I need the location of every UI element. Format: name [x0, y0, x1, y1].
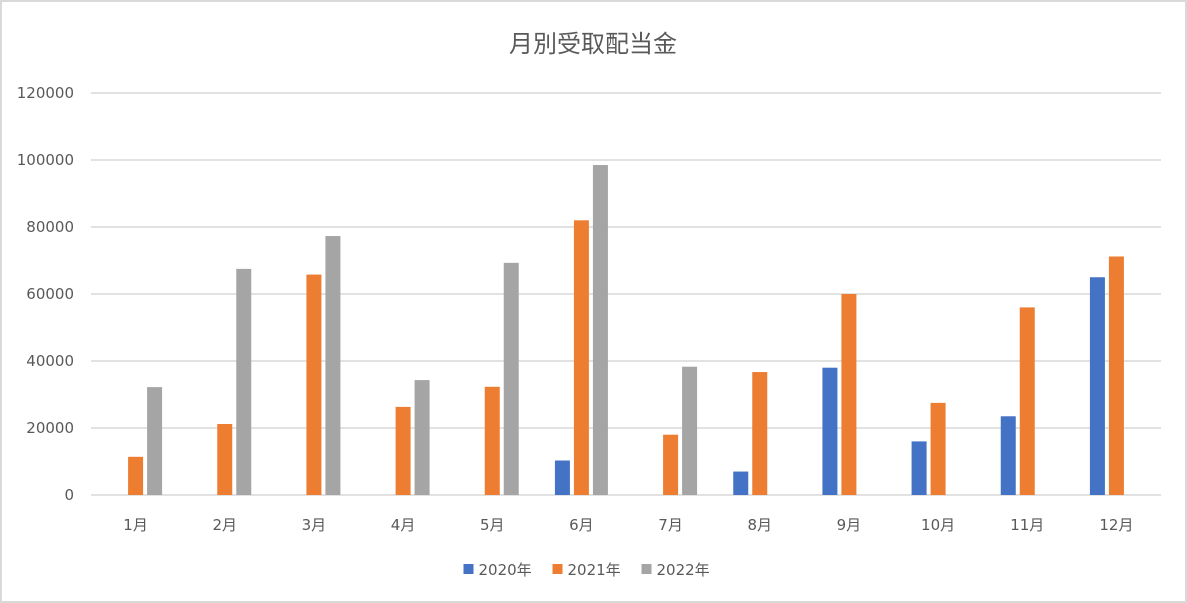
y-tick-label: 20000	[26, 419, 74, 437]
bar-2020年-9月	[822, 367, 838, 495]
legend: 2020年 2021年 2022年	[463, 561, 710, 579]
bars	[128, 165, 1124, 496]
legend-label: 2020年	[479, 561, 532, 579]
legend-label: 2021年	[568, 561, 621, 579]
y-axis-ticks: 0 20000 40000 60000 80000 100000 120000	[17, 84, 74, 504]
bar-2021年-11月	[1019, 307, 1035, 495]
legend-swatch	[463, 564, 474, 574]
bar-2021年-9月	[841, 294, 857, 495]
y-tick-label: 40000	[26, 352, 74, 370]
bar-2021年-10月	[930, 402, 946, 495]
y-tick-label: 60000	[26, 285, 74, 303]
x-tick-label: 1月	[123, 516, 148, 534]
bar-2021年-7月	[663, 434, 679, 495]
bar-2020年-6月	[554, 460, 570, 495]
x-tick-label: 5月	[480, 516, 505, 534]
bar-2022年-6月	[592, 165, 608, 495]
bar-2021年-12月	[1108, 256, 1124, 495]
bar-2022年-4月	[414, 380, 430, 495]
y-tick-label: 100000	[17, 151, 74, 169]
bar-2022年-1月	[147, 387, 163, 495]
legend-swatch	[552, 564, 563, 574]
bar-2021年-8月	[752, 372, 768, 495]
bar-2020年-10月	[911, 441, 927, 495]
x-tick-label: 9月	[837, 516, 862, 534]
x-tick-label: 12月	[1099, 516, 1133, 534]
bar-2020年-8月	[733, 471, 749, 495]
bar-2021年-6月	[573, 220, 589, 496]
x-tick-label: 7月	[658, 516, 683, 534]
bar-2021年-5月	[484, 386, 500, 495]
y-tick-label: 120000	[17, 84, 74, 102]
x-tick-label: 2月	[212, 516, 237, 534]
bar-2020年-11月	[1000, 416, 1016, 495]
x-tick-label: 4月	[391, 516, 416, 534]
bar-2022年-2月	[236, 268, 252, 495]
legend-label: 2022年	[657, 561, 710, 579]
bar-2021年-3月	[306, 274, 322, 495]
x-tick-label: 3月	[302, 516, 327, 534]
bar-2021年-4月	[395, 406, 411, 495]
gridlines	[91, 92, 1161, 496]
x-axis-ticks: 1月 2月 3月 4月 5月 6月 7月 8月 9月 10月 11月 12月	[123, 516, 1133, 534]
bar-2020年-12月	[1089, 277, 1105, 495]
x-tick-label: 10月	[921, 516, 955, 534]
y-tick-label: 80000	[26, 218, 74, 236]
bar-2022年-5月	[503, 262, 519, 495]
chart-title: 月別受取配当金	[509, 30, 677, 58]
legend-swatch	[641, 564, 652, 574]
y-tick-label: 0	[64, 486, 74, 504]
x-tick-label: 8月	[747, 516, 772, 534]
bar-2022年-3月	[325, 236, 341, 496]
x-tick-label: 6月	[569, 516, 594, 534]
bar-2021年-2月	[217, 423, 233, 495]
bar-2021年-1月	[128, 456, 144, 495]
bar-2022年-7月	[682, 366, 698, 495]
x-tick-label: 11月	[1010, 516, 1044, 534]
